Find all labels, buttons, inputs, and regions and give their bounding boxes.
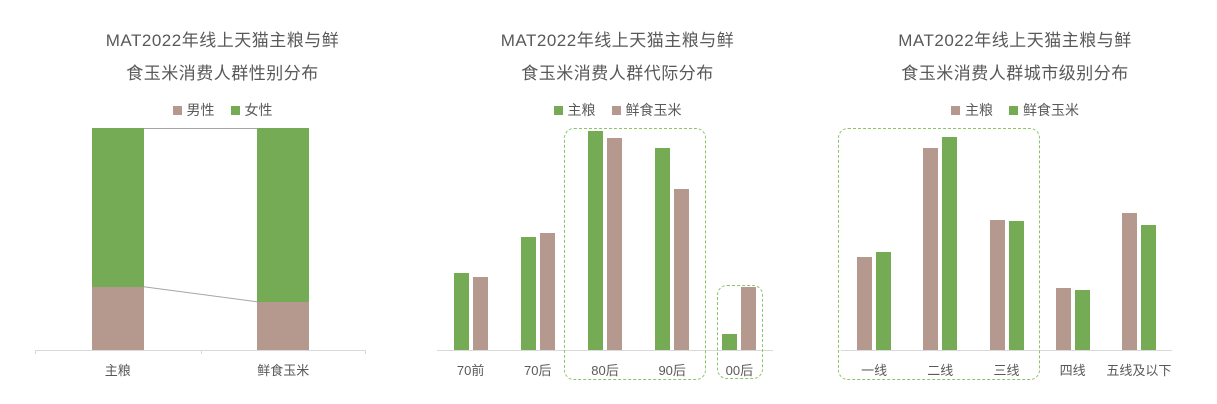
x-axis-tick	[35, 350, 36, 354]
bar-fresh-corn	[1140, 224, 1156, 350]
bar-fresh-corn	[942, 137, 958, 350]
x-axis-label: 四线	[1059, 363, 1086, 378]
bar-fresh-corn	[539, 233, 555, 350]
x-axis-label: 主粮	[104, 363, 131, 378]
bar-staple	[1055, 287, 1071, 350]
bar-fresh-corn	[607, 138, 622, 350]
plot-area	[35, 128, 366, 354]
chart-title-line1: MAT2022年线上天猫主粮与鲜	[500, 31, 735, 50]
chart-title: MAT2022年线上天猫主粮与鲜 食玉米消费人群城市级别分布	[830, 24, 1200, 90]
x-axis-label: 五线及以下	[1106, 363, 1172, 378]
bar-staple	[588, 131, 603, 350]
x-axis-label: 二线	[927, 363, 954, 378]
fresh-corn-series-swatch-icon	[1009, 105, 1018, 115]
x-axis-line	[841, 350, 1172, 351]
legend-item-female: 女性	[230, 100, 273, 120]
bar-fresh-corn	[472, 276, 488, 350]
highlight-box	[717, 285, 763, 379]
staple-series-swatch-icon	[553, 105, 563, 115]
bar-staple	[923, 148, 939, 350]
bar-staple	[722, 333, 738, 350]
bar-fresh-corn	[1074, 289, 1090, 350]
x-axis-tick	[365, 350, 366, 354]
bar-staple	[453, 272, 469, 350]
legend-item-male: 男性	[172, 100, 215, 120]
bar-staple	[857, 256, 873, 350]
highlight-box	[564, 128, 706, 380]
legend: 男性 女性	[30, 101, 415, 119]
legend-item-staple: 主粮	[553, 100, 596, 120]
x-axis-tick	[200, 350, 202, 354]
highlight-box	[838, 128, 1040, 380]
bar-staple	[989, 219, 1005, 350]
legend-label: 主粮	[567, 102, 596, 118]
legend-label: 女性	[244, 102, 273, 118]
connector-lines	[143, 128, 258, 303]
plot-area	[437, 128, 773, 351]
legend-label: 主粮	[965, 102, 993, 118]
chart-title-line1: MAT2022年线上天猫主粮与鲜	[105, 31, 340, 50]
x-axis-line	[437, 350, 773, 351]
x-axis-label: 80后	[591, 363, 619, 378]
legend-item-fresh-corn: 鲜食玉米	[611, 100, 682, 120]
x-axis-label: 鲜食玉米	[257, 363, 310, 378]
x-axis-label: 一线	[861, 363, 888, 378]
bar-segment-female	[257, 128, 310, 302]
gender-distribution-chart: MAT2022年线上天猫主粮与鲜 食玉米消费人群性别分布 男性 女性 主粮 鲜食玉…	[30, 0, 415, 404]
legend-label: 男性	[186, 102, 215, 118]
generation-distribution-chart: MAT2022年线上天猫主粮与鲜 食玉米消费人群代际分布 主粮 鲜食玉米 70前…	[430, 0, 805, 404]
bar-fresh-corn	[674, 189, 690, 350]
x-axis-label: 70后	[524, 363, 552, 378]
bar-staple	[1121, 213, 1137, 350]
legend-label: 鲜食玉米	[625, 102, 682, 118]
bar-fresh-corn	[1008, 221, 1024, 350]
x-axis-label: 三线	[993, 363, 1020, 378]
bar-fresh-corn	[741, 286, 757, 350]
chart-title: MAT2022年线上天猫主粮与鲜 食玉米消费人群性别分布	[30, 24, 415, 90]
bar-segment-male	[91, 286, 144, 350]
bar-fresh-corn	[876, 251, 892, 350]
legend: 主粮 鲜食玉米	[830, 101, 1200, 119]
female-series-swatch-icon	[230, 105, 240, 115]
bar-segment-female	[91, 128, 144, 287]
x-axis-label: 70前	[456, 363, 485, 378]
legend: 主粮 鲜食玉米	[430, 101, 805, 119]
city-tier-distribution-chart: MAT2022年线上天猫主粮与鲜 食玉米消费人群城市级别分布 主粮 鲜食玉米 一…	[830, 0, 1200, 404]
staple-series-swatch-icon	[951, 105, 960, 115]
legend-item-staple: 主粮	[951, 100, 993, 120]
legend-item-fresh-corn: 鲜食玉米	[1009, 100, 1079, 120]
x-axis-label: 90后	[658, 363, 686, 378]
legend-label: 鲜食玉米	[1023, 102, 1079, 118]
chart-title-line2: 食玉米消费人群性别分布	[126, 64, 319, 83]
bar-staple	[655, 148, 671, 350]
male-series-swatch-icon	[172, 105, 182, 115]
fresh-corn-series-swatch-icon	[611, 105, 621, 115]
chart-title-line1: MAT2022年线上天猫主粮与鲜	[898, 31, 1132, 50]
plot-area	[841, 128, 1172, 351]
chart-title-line2: 食玉米消费人群代际分布	[521, 64, 714, 83]
x-axis-label: 00后	[725, 363, 754, 378]
bar-segment-male	[257, 301, 310, 350]
bar-staple	[520, 236, 536, 350]
chart-title-line2: 食玉米消费人群城市级别分布	[901, 64, 1129, 83]
chart-title: MAT2022年线上天猫主粮与鲜 食玉米消费人群代际分布	[430, 24, 805, 90]
